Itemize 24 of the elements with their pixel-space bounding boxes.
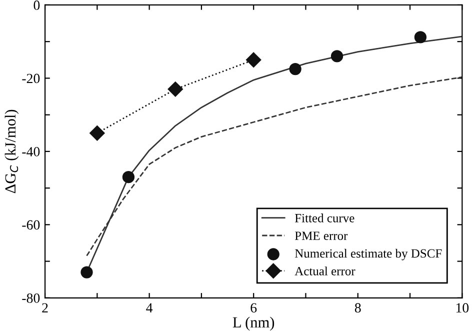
x-tick-label: 6 <box>250 303 257 313</box>
x-tick-label: 4 <box>146 303 153 312</box>
legend-label: PME error <box>294 232 348 240</box>
y-tick-label: -80 <box>22 293 40 303</box>
x-axis-title: L (nm) <box>232 316 274 331</box>
point <box>122 170 135 184</box>
point <box>90 126 105 141</box>
x-tick-label: 2 <box>42 303 48 312</box>
x-tick-label: 8 <box>354 303 361 313</box>
legend-label: Actual error <box>294 266 356 276</box>
point <box>414 31 427 44</box>
y-axis-title: ΔG$_{C}$ (kJ/mol) <box>4 110 19 194</box>
y-tick-label: -20 <box>22 74 40 84</box>
point <box>80 266 93 278</box>
y-tick-label: -60 <box>22 220 40 230</box>
point <box>289 62 302 76</box>
legend-label: Numerical estimate by DSCF <box>294 248 442 260</box>
point <box>330 50 344 62</box>
y-tick-label: -40 <box>22 147 40 156</box>
point <box>246 52 262 68</box>
point <box>168 82 183 97</box>
legend-label: Fitted curve <box>294 214 354 222</box>
x-tick-label: 10 <box>456 303 469 313</box>
y-tick-label: 0 <box>34 0 40 10</box>
